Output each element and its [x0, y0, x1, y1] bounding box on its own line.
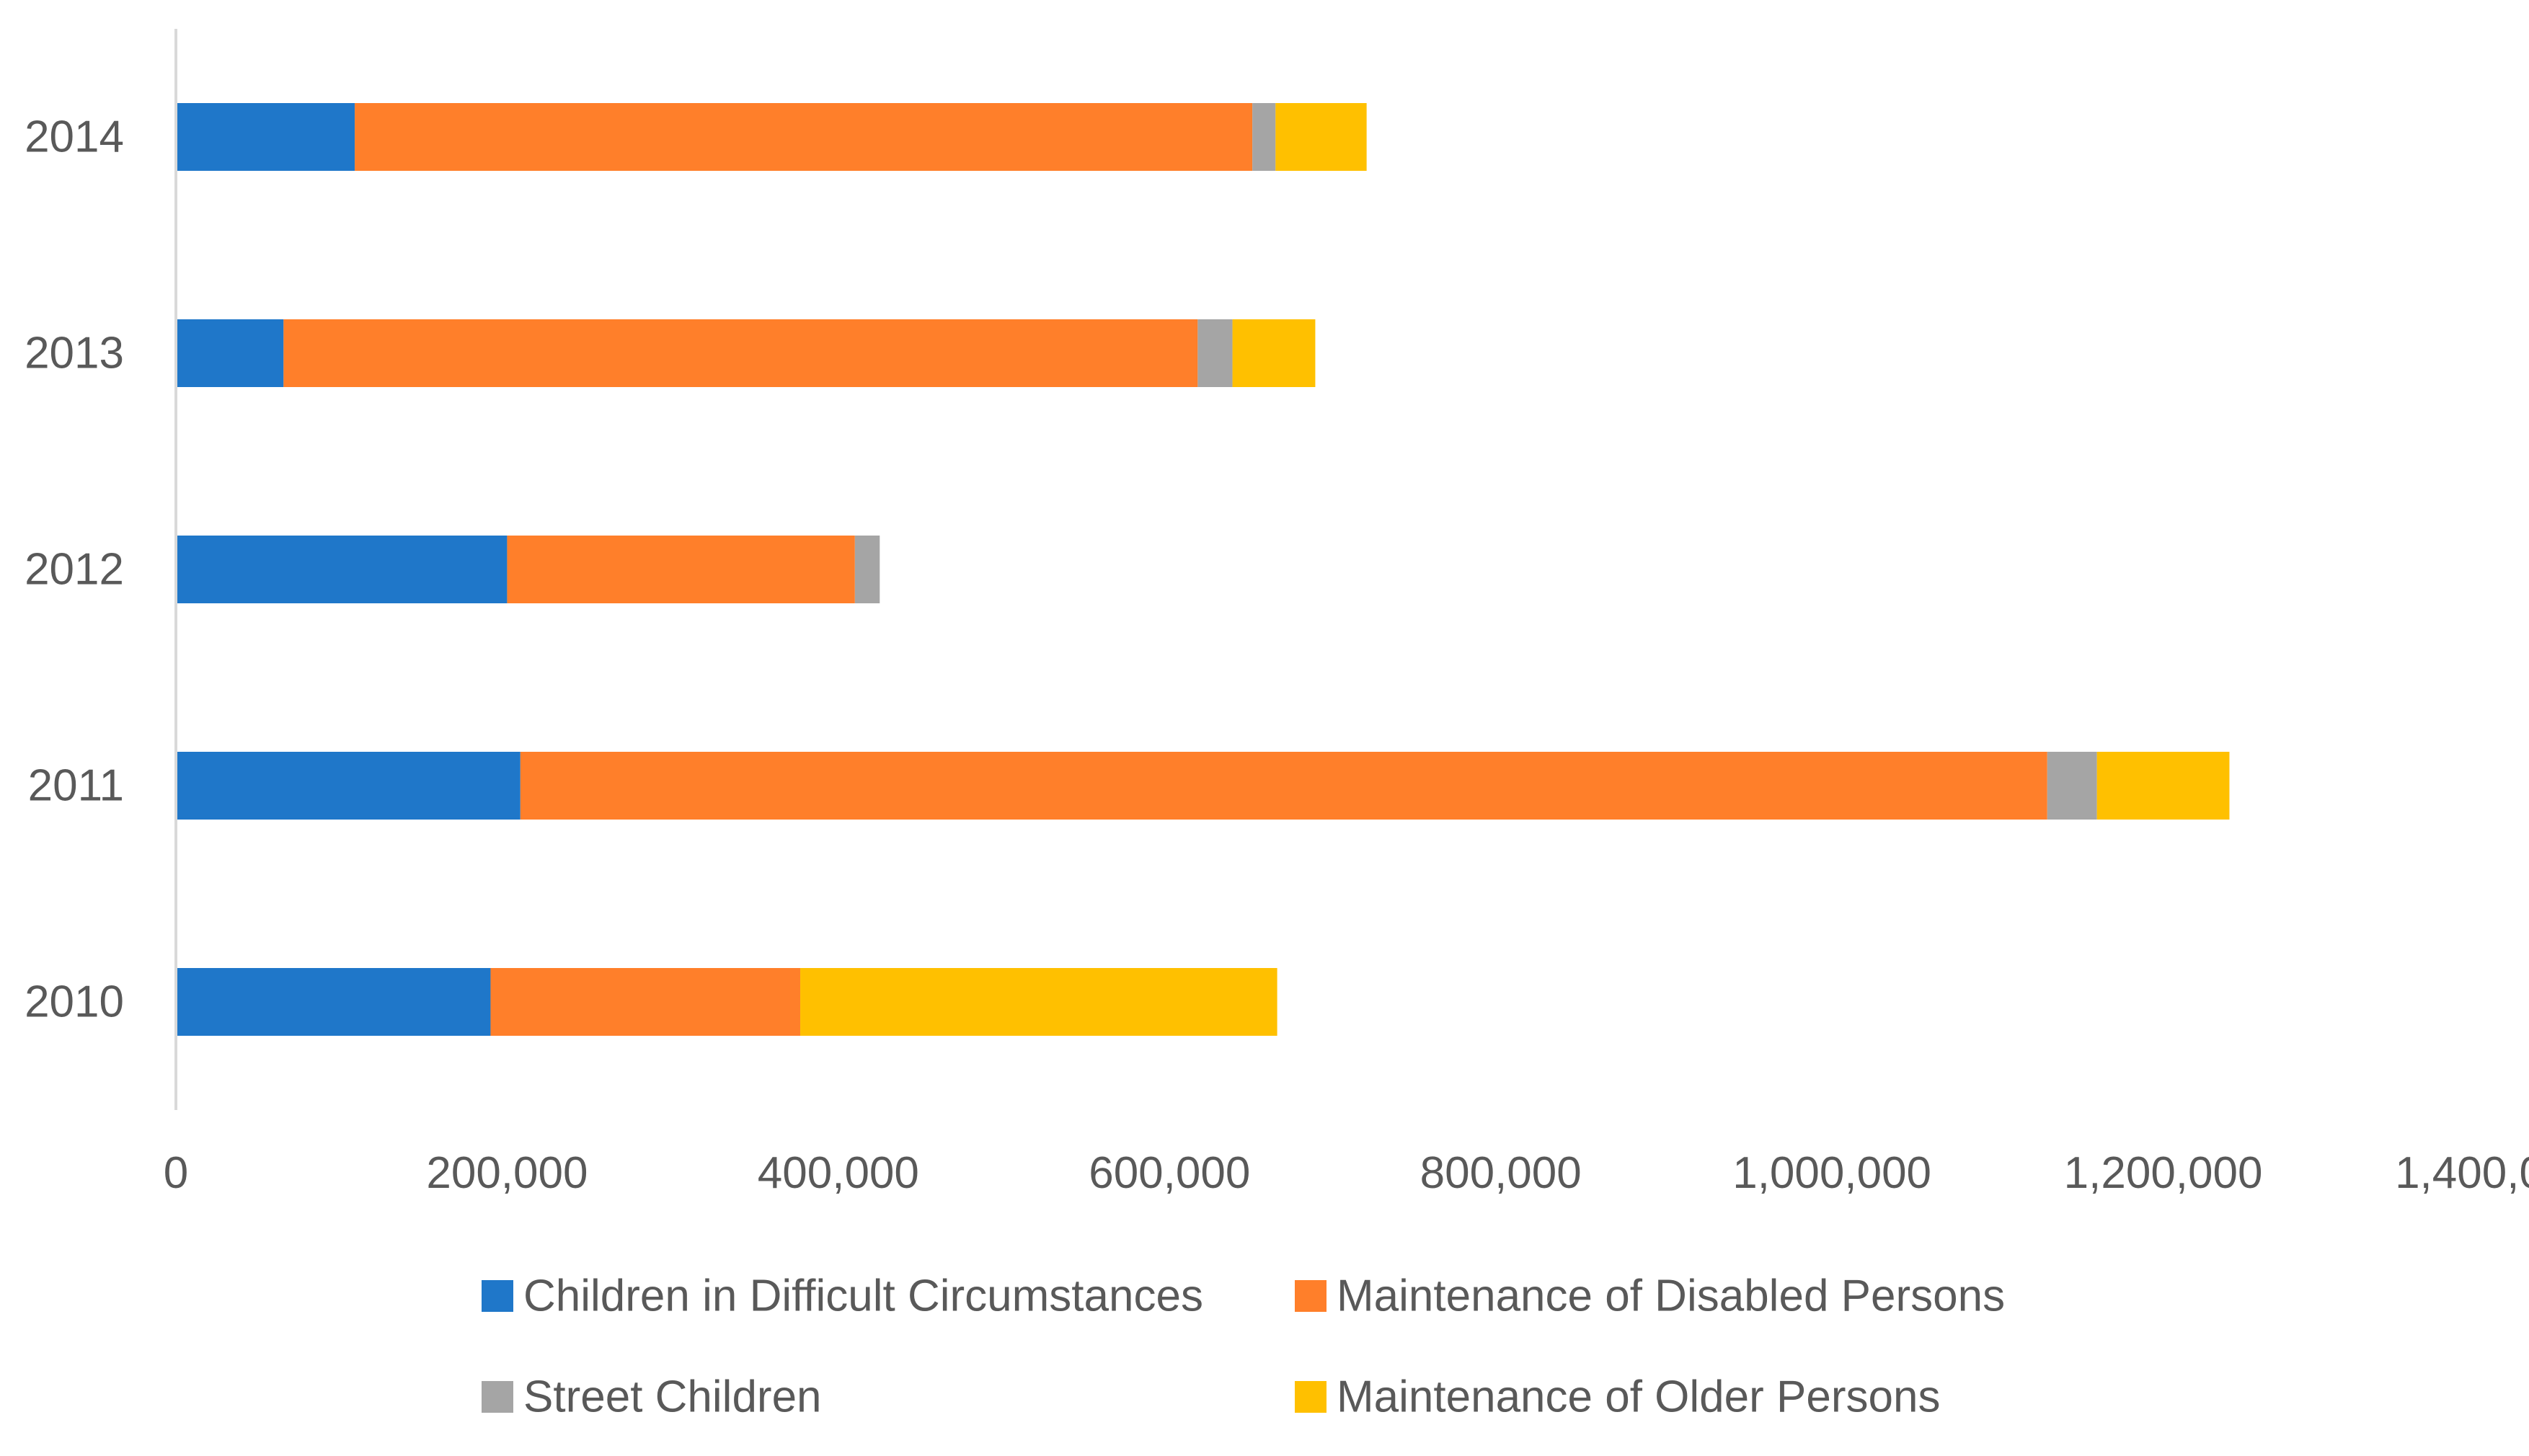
bar-2013-series-3 [1232, 319, 1316, 387]
legend-item: Street Children [482, 1372, 822, 1422]
y-tick-label: 2014 [25, 112, 124, 162]
bar-2011-series-1 [520, 752, 2047, 820]
legend-swatch [1295, 1381, 1326, 1413]
legend: Children in Difficult Circumstances Maint… [482, 1271, 2005, 1422]
bar-2014-series-2 [1252, 103, 1276, 171]
y-tick-label: 2010 [25, 977, 124, 1027]
bar-2013-series-0 [176, 319, 284, 387]
bar-2013-series-1 [283, 319, 1198, 387]
legend-item: Maintenance of Disabled Persons [1295, 1271, 2005, 1321]
legend-label: Maintenance of Disabled Persons [1337, 1271, 2005, 1321]
legend-label: Maintenance of Older Persons [1337, 1372, 1940, 1422]
legend-item: Children in Difficult Circumstances [482, 1271, 1203, 1321]
legend-swatch [1295, 1280, 1326, 1312]
bars-group [176, 103, 2230, 1036]
y-tick-label: 2011 [28, 761, 124, 811]
x-tick-label: 200,000 [426, 1148, 588, 1198]
legend-label: Street Children [523, 1372, 822, 1422]
x-tick-labels: 0 200,000 400,000 600,000 800,000 1,000,000 1,… [164, 1148, 2529, 1198]
legend-swatch [482, 1280, 513, 1312]
bar-2013-series-2 [1197, 319, 1233, 387]
x-tick-label: 600,000 [1089, 1148, 1250, 1198]
x-tick-label: 1,000,000 [1732, 1148, 1931, 1198]
bar-2012-series-1 [507, 536, 855, 603]
bar-2011-series-3 [2096, 752, 2230, 820]
bar-2014-series-1 [355, 103, 1253, 171]
bar-2012-series-2 [854, 536, 880, 603]
legend-item: Maintenance of Older Persons [1295, 1372, 1940, 1422]
x-tick-label: 1,200,000 [2064, 1148, 2263, 1198]
x-tick-label: 1,400,000 [2395, 1148, 2529, 1198]
y-tick-label: 2013 [25, 329, 124, 378]
bar-2011-series-0 [176, 752, 521, 820]
bar-2010-series-0 [176, 968, 491, 1036]
x-tick-label: 0 [164, 1148, 188, 1198]
y-tick-label: 2012 [25, 545, 124, 595]
x-tick-label: 400,000 [758, 1148, 919, 1198]
bar-2014-series-0 [176, 103, 355, 171]
bar-2011-series-2 [2047, 752, 2097, 820]
bar-2012-series-0 [176, 536, 508, 603]
legend-swatch [482, 1381, 513, 1413]
y-tick-labels: 2010 2011 2012 2013 2014 [25, 112, 124, 1027]
legend-label: Children in Difficult Circumstances [523, 1271, 1203, 1321]
bar-2014-series-3 [1275, 103, 1367, 171]
bar-2010-series-1 [490, 968, 801, 1036]
bar-2010-series-3 [800, 968, 1277, 1036]
x-tick-label: 800,000 [1420, 1148, 1582, 1198]
